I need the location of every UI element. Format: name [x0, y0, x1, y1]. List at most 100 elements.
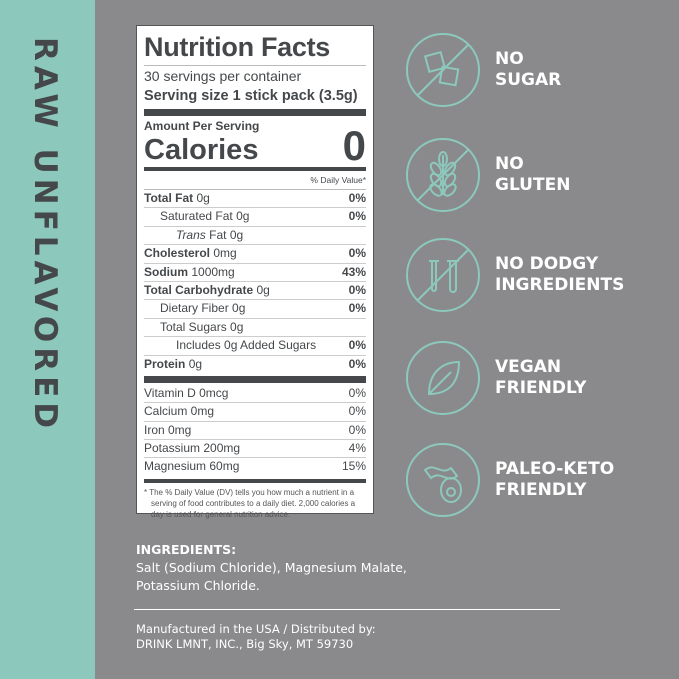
- daily-value-percent: 15%: [341, 459, 366, 474]
- bacon-egg-icon: [406, 443, 480, 517]
- accent-stripe: [0, 0, 95, 679]
- daily-value-header: % Daily Value*: [144, 173, 366, 190]
- nutrition-facts-label: Nutrition Facts 30 servings per containe…: [136, 25, 374, 519]
- nutrient-rows: Total Fat 0g 0% Saturated Fat 0g 0% Trans Fa…: [144, 190, 366, 374]
- daily-value-percent: 0%: [348, 422, 366, 437]
- claim-line: NO: [495, 49, 524, 69]
- footnote: * The % Daily Value (DV) tells you how m…: [144, 487, 356, 519]
- calories-row: Calories 0: [144, 122, 366, 169]
- vitamin-row: Vitamin D 0mcg 0%: [144, 385, 366, 404]
- label-title: Nutrition Facts: [144, 29, 366, 66]
- daily-value-percent: 0%: [348, 246, 366, 261]
- ingredients: INGREDIENTS: Salt (Sodium Chloride), Mag…: [136, 541, 407, 595]
- daily-value-percent: 0%: [348, 209, 366, 224]
- calories-label: Calories: [144, 134, 259, 166]
- serving-size: Serving size 1 stick pack (3.5g): [144, 88, 358, 104]
- nutrient-name: Trans: [176, 227, 206, 242]
- claim-line: SUGAR: [495, 70, 562, 90]
- claim-line: GLUTEN: [495, 175, 571, 195]
- daily-value-percent: 0%: [348, 301, 366, 316]
- daily-value-percent: 43%: [341, 264, 366, 279]
- claim-line: FRIENDLY: [495, 480, 587, 500]
- nutrient-name: Saturated Fat: [160, 209, 233, 224]
- vitamin-name: Magnesium 60mg: [144, 459, 240, 474]
- nutrient-name: Sodium: [144, 264, 188, 279]
- nutrient-name: Total Sugars: [160, 319, 227, 334]
- claim-2: NO GLUTEN: [405, 137, 570, 213]
- nutrient-row: Cholesterol 0mg 0%: [144, 245, 366, 264]
- nutrient-amount: Fat 0g: [209, 227, 244, 242]
- flavor-title: RAW UNFLAVORED: [27, 37, 63, 433]
- claim-1: NO SUGAR: [405, 32, 561, 108]
- claim-line: NO DODGY: [495, 254, 599, 274]
- vitamin-name: Calcium 0mg: [144, 404, 215, 419]
- vitamin-row: Magnesium 60mg 15%: [144, 458, 366, 476]
- nutrient-row: Sodium 1000mg 43%: [144, 264, 366, 282]
- divider: [134, 609, 560, 610]
- nutrient-name: Protein: [144, 356, 186, 371]
- claim-line: PALEO-KETO: [495, 459, 615, 479]
- vitamin-row: Iron 0mg 0%: [144, 422, 366, 441]
- ingredients-line: Potassium Chloride.: [136, 578, 260, 593]
- claim-line: FRIENDLY: [495, 378, 587, 398]
- nutrient-amount: 0g: [236, 209, 250, 224]
- claim-text: PALEO-KETO FRIENDLY: [495, 459, 614, 501]
- nutrient-amount: 0g: [188, 356, 203, 371]
- vitamin-row: Calcium 0mg 0%: [144, 403, 366, 422]
- nutrient-row: Protein 0g 0%: [144, 356, 366, 374]
- claim-4: VEGAN FRIENDLY: [405, 340, 586, 416]
- nutrient-amount: 1000mg: [191, 264, 235, 279]
- nutrient-row: Total Carbohydrate 0g 0%: [144, 282, 366, 301]
- test-tubes-crossed-icon: [406, 238, 480, 312]
- nutrient-row: Saturated Fat 0g 0%: [144, 208, 366, 227]
- daily-value-percent: 0%: [348, 356, 366, 371]
- nutrient-name: Total Carbohydrate: [144, 282, 254, 297]
- nutrient-amount: 0g: [232, 301, 246, 316]
- divider: [144, 478, 366, 483]
- vitamin-name: Potassium 200mg: [144, 441, 241, 456]
- nutrient-row: Total Fat 0g 0%: [144, 190, 366, 209]
- claim-text: NO SUGAR: [495, 49, 561, 91]
- calories-value: 0: [342, 122, 366, 169]
- nutrient-name: Cholesterol: [144, 246, 211, 261]
- nutrient-amount: 0g: [230, 319, 244, 334]
- daily-value-percent: 0%: [348, 404, 366, 419]
- daily-value-percent: 0%: [348, 338, 366, 353]
- vitamin-row: Potassium 200mg 4%: [144, 440, 366, 459]
- manufacturer-info: Manufactured in the USA / Distributed by…: [136, 622, 376, 652]
- nutrient-name: Includes 0g Added Sugars: [176, 338, 317, 353]
- nutrient-name: Total Fat: [144, 191, 194, 205]
- claim-line: NO: [495, 154, 524, 174]
- divider: [144, 167, 366, 171]
- nutrient-amount: 0g: [196, 191, 210, 205]
- nutrient-row: Trans Fat 0g: [144, 227, 366, 246]
- vitamin-name: Vitamin D 0mcg: [144, 385, 229, 400]
- nutrient-amount: 0mg: [213, 246, 237, 261]
- nutrient-row: Dietary Fiber 0g 0%: [144, 300, 366, 319]
- daily-value-percent: 4%: [348, 441, 366, 456]
- daily-value-percent: 0%: [348, 191, 366, 205]
- claim-3: NO DODGY INGREDIENTS: [405, 237, 624, 313]
- nutrient-row: Total Sugars 0g: [144, 319, 366, 338]
- daily-value-percent: 0%: [348, 282, 366, 297]
- nutrient-name: Dietary Fiber: [160, 301, 229, 316]
- claim-line: INGREDIENTS: [495, 275, 625, 295]
- manufacturer-line: Manufactured in the USA / Distributed by…: [136, 622, 376, 636]
- claim-text: NO DODGY INGREDIENTS: [495, 254, 624, 296]
- servings-per-container: 30 servings per container: [144, 68, 302, 84]
- ingredients-line: Salt (Sodium Chloride), Magnesium Malate…: [136, 560, 407, 575]
- divider: [144, 375, 366, 383]
- claim-text: NO GLUTEN: [495, 154, 570, 196]
- wheat-crossed-icon: [406, 138, 480, 212]
- vitamin-rows: Vitamin D 0mcg 0% Calcium 0mg 0% Iron 0mg 0% P…: [144, 385, 366, 477]
- divider: [144, 109, 366, 116]
- nutrient-amount: 0g: [256, 282, 270, 297]
- manufacturer-line: DRINK LMNT, INC., Big Sky, MT 59730: [136, 637, 354, 651]
- vitamin-name: Iron 0mg: [144, 422, 192, 437]
- daily-value-percent: 0%: [348, 385, 366, 400]
- sugar-cubes-crossed-icon: [406, 33, 480, 107]
- claim-5: PALEO-KETO FRIENDLY: [405, 442, 614, 518]
- claim-text: VEGAN FRIENDLY: [495, 357, 586, 399]
- nutrient-row: Includes 0g Added Sugars 0%: [144, 337, 366, 356]
- ingredients-heading: INGREDIENTS:: [136, 542, 237, 557]
